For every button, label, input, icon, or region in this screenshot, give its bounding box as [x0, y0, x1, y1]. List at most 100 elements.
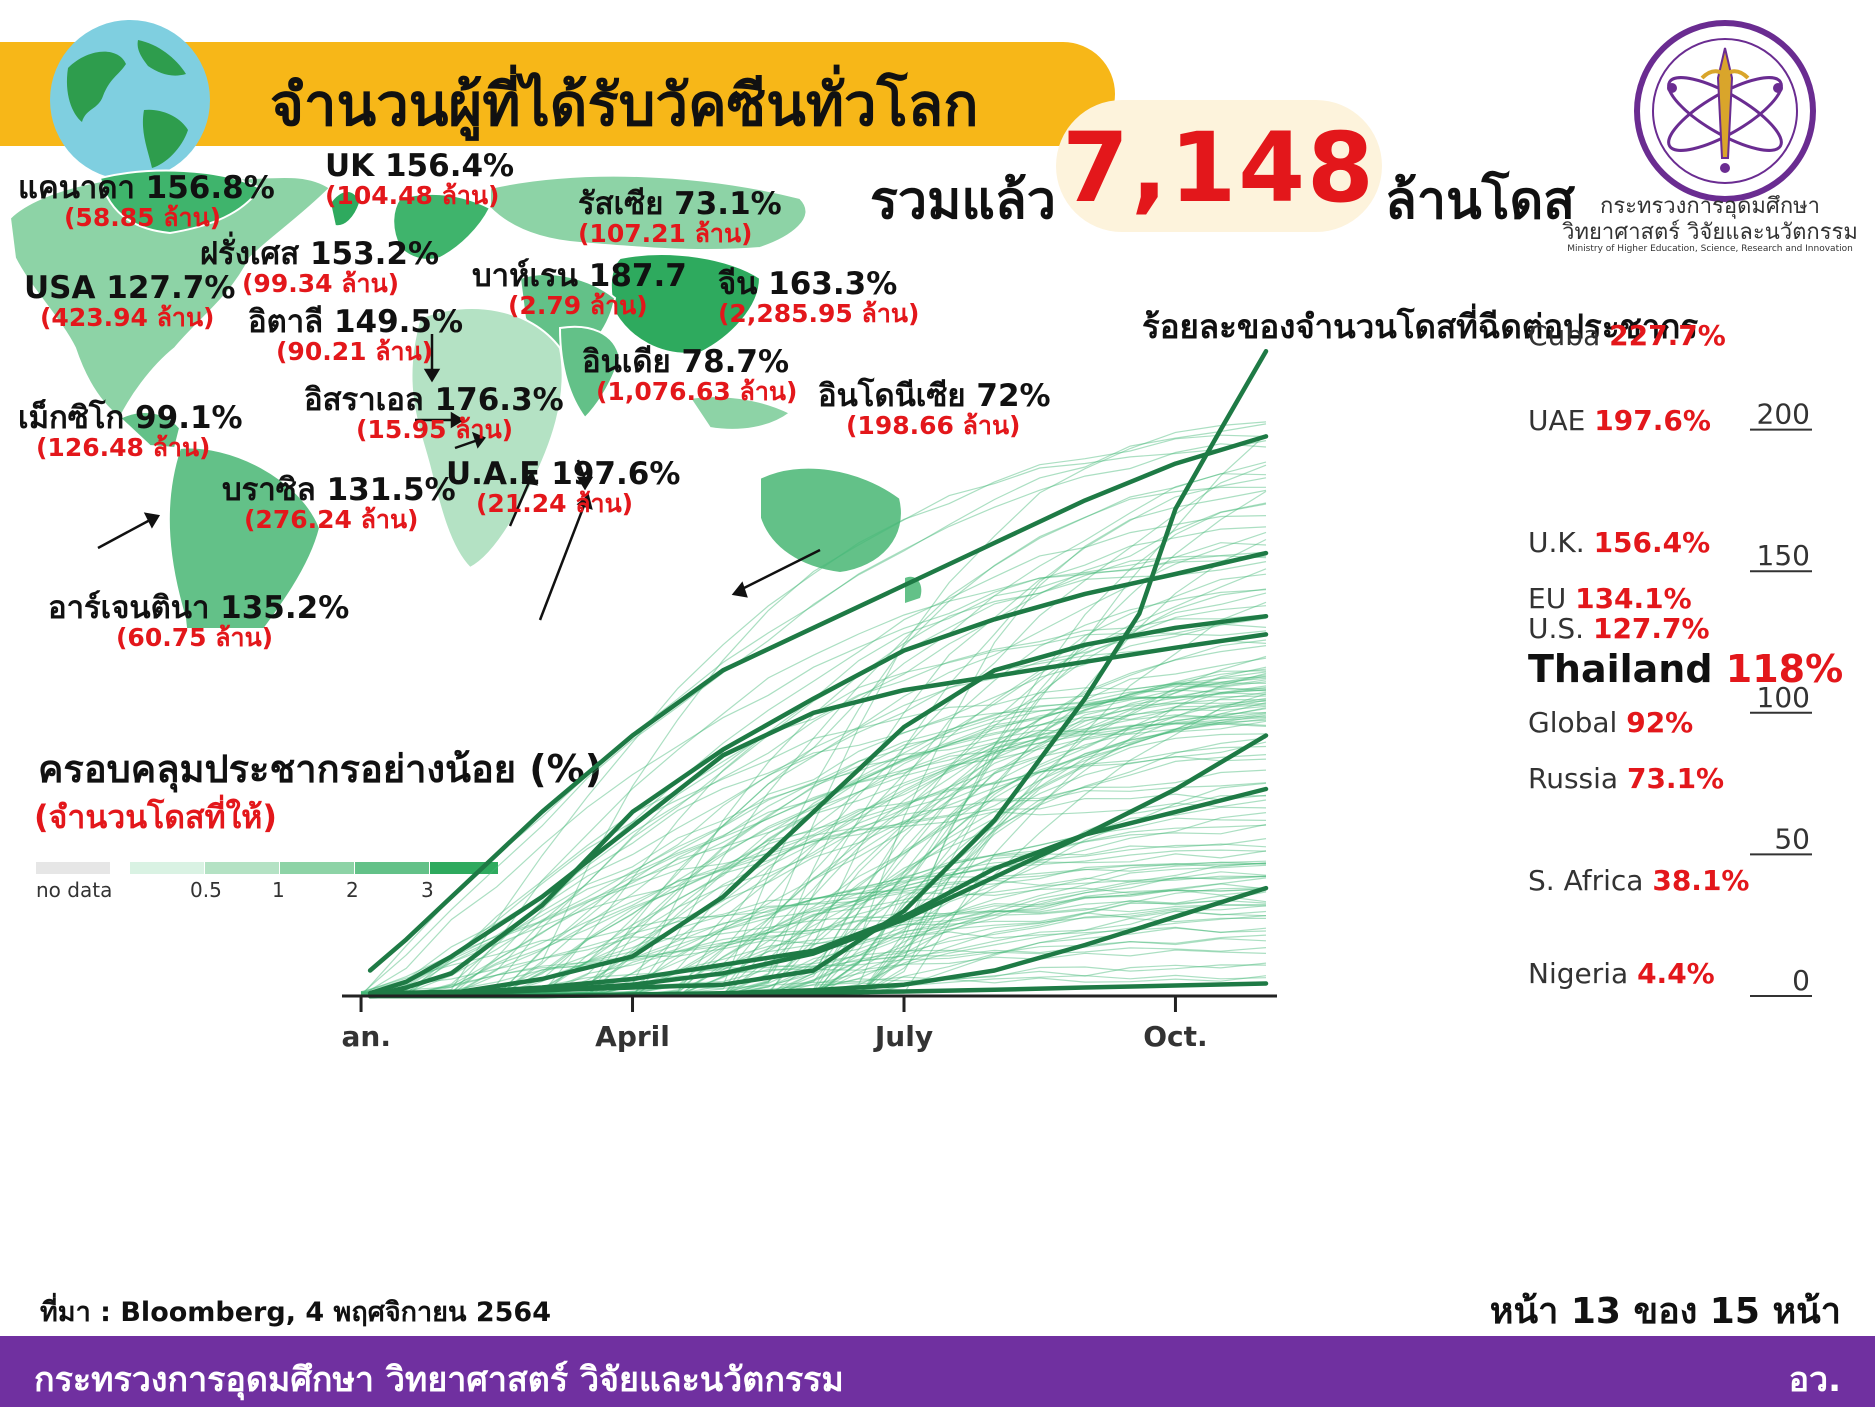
background-country-line: [360, 515, 1267, 997]
series-label: Nigeria 4.4%: [1528, 957, 1715, 990]
arrow-mexico-icon: [143, 512, 161, 529]
label-canada: แคนาดา 156.8% (58.85 ล้าน): [18, 172, 275, 231]
ministry-logo: [1634, 20, 1816, 202]
y-tick-label: 200: [1757, 398, 1810, 431]
arrow-indonesia-icon: [731, 581, 748, 598]
label-india-doses: (1,076.63 ล้าน): [596, 376, 798, 406]
total-value: 7,148: [1062, 112, 1376, 224]
series-label: Russia 73.1%: [1528, 762, 1724, 795]
europe-shape: [392, 192, 492, 261]
background-country-line: [360, 769, 1267, 996]
label-indonesia-name: อินโดนีเซีย 72%: [818, 378, 1051, 414]
total-unit: ล้านโดส: [1385, 171, 1576, 231]
label-india-name: อินเดีย 78.7%: [582, 344, 790, 380]
series-line-russia: [367, 786, 1269, 999]
background-country-line: [361, 434, 1267, 997]
background-country-line: [360, 745, 1267, 997]
series-label: U.K. 156.4%: [1528, 526, 1710, 559]
label-usa: USA 127.7% (423.94 ล้าน): [24, 272, 235, 331]
background-country-line: [360, 705, 1267, 995]
legend-swatch-3: [355, 862, 429, 874]
label-mexico: เม็กซิโก 99.1% (126.48 ล้าน): [18, 402, 243, 461]
label-italy-doses: (90.21 ล้าน): [276, 336, 434, 366]
background-country-line: [360, 671, 1267, 997]
map-arrows: [97, 334, 821, 621]
indonesia-shape: [688, 395, 792, 431]
ministry-name-th: กระทรวงการอุดมศึกษา วิทยาศาสตร์ วิจัยและ…: [1560, 194, 1860, 246]
y-tick-label: 150: [1757, 539, 1810, 572]
background-country-line: [361, 889, 1267, 997]
series-label: S. Africa 38.1%: [1528, 864, 1749, 897]
series-label: Global 92%: [1528, 706, 1693, 739]
canada-shape: [98, 169, 262, 235]
label-bahrain-doses: (2.79 ล้าน): [508, 290, 648, 320]
legend-swatch-2: [280, 862, 354, 874]
background-country-line: [360, 551, 1267, 997]
background-country-line: [360, 670, 1267, 997]
label-russia-name: รัสเซีย 73.1%: [578, 186, 782, 222]
label-brazil: บราซิล 131.5% (276.24 ล้าน): [222, 474, 456, 533]
china-shape: [609, 253, 762, 355]
footer-bar: [0, 1336, 1875, 1407]
thailand-label: Thailand 118%: [1528, 647, 1843, 691]
legend-label-2: 2: [346, 878, 359, 902]
label-mexico-name: เม็กซิโก 99.1%: [18, 400, 243, 436]
label-indonesia: อินโดนีเซีย 72% (198.66 ล้าน): [818, 380, 1051, 439]
ministry-name-en: Ministry of Higher Education, Science, R…: [1567, 244, 1853, 254]
background-country-line: [360, 903, 1267, 994]
label-argentina: อาร์เจนตินา 135.2% (60.75 ล้าน): [48, 592, 349, 651]
series-line-eu: [367, 613, 1269, 999]
label-uae-name: U.A.E 197.6%: [446, 456, 681, 492]
label-france-doses: (99.34 ล้าน): [242, 268, 400, 298]
label-argentina-name: อาร์เจนตินา 135.2%: [48, 590, 350, 626]
series-line-us: [367, 632, 1269, 996]
background-country-line: [361, 782, 1267, 997]
legend-swatch-1: [205, 862, 279, 874]
background-country-line: [360, 877, 1267, 995]
arrow-israel-icon: [521, 471, 538, 486]
label-india: อินเดีย 78.7% (1,076.63 ล้าน): [582, 346, 797, 405]
label-brazil-name: บราซิล 131.5%: [222, 472, 456, 508]
africa-shape: [410, 307, 564, 570]
arrow-france-icon: [450, 411, 465, 429]
footer-ministry: กระทรวงการอุดมศึกษา วิทยาศาสตร์ วิจัยและ…: [34, 1360, 844, 1400]
label-china-doses: (2,285.95 ล้าน): [718, 298, 920, 328]
series-line-uk: [367, 550, 1269, 999]
south-america-shape: [167, 446, 322, 628]
label-uae-doses: (21.24 ล้าน): [476, 488, 634, 518]
australia-shape: [759, 466, 903, 575]
label-bahrain-name: บาห์เรน 187.7: [472, 258, 687, 294]
legend-title: ครอบคลุมประชากรอย่างน้อย (%): [38, 747, 603, 791]
label-usa-doses: (423.94 ล้าน): [40, 302, 215, 332]
background-country-line: [360, 861, 1267, 997]
series-label: Cuba 227.7%: [1528, 319, 1726, 352]
label-italy-name: อิตาลี 149.5%: [248, 304, 464, 340]
label-usa-name: USA 127.7%: [24, 270, 236, 306]
background-country-line: [361, 716, 1267, 997]
x-tick-label: April: [595, 1020, 670, 1053]
background-country-line: [360, 555, 1267, 997]
background-country-line: [360, 799, 1267, 997]
total-prefix: รวมแล้ว: [870, 171, 1056, 231]
chart-title: ร้อยละของจำนวนโดสที่ฉีดต่อประชากร: [1142, 307, 1699, 346]
label-italy: อิตาลี 149.5% (90.21 ล้าน): [248, 306, 463, 365]
legend-subtitle: (จำนวนโดสที่ให้): [34, 798, 277, 836]
background-country-line: [360, 440, 1267, 997]
label-israel-doses: (15.95 ล้าน): [356, 414, 514, 444]
series-line-uae: [367, 434, 1269, 973]
page-title: จำนวนผู้ที่ได้รับวัคซีนทั่วโลก: [270, 71, 979, 139]
label-bahrain: บาห์เรน 187.7 (2.79 ล้าน): [472, 260, 687, 319]
background-country-line: [361, 926, 1267, 997]
label-argentina-doses: (60.75 ล้าน): [116, 622, 274, 652]
background-country-line: [360, 824, 1267, 997]
globe-icon: [50, 20, 210, 180]
y-tick-label: 50: [1774, 822, 1810, 855]
central-america-shape: [118, 411, 182, 450]
arrow-uae-icon: [576, 493, 593, 510]
background-country-line: [360, 718, 1267, 997]
label-uae: U.A.E 197.6% (21.24 ล้าน): [446, 458, 680, 517]
series-label: UAE 197.6%: [1528, 404, 1711, 437]
series-line-cuba: [376, 348, 1269, 996]
label-russia: รัสเซีย 73.1% (107.21 ล้าน): [578, 188, 782, 247]
